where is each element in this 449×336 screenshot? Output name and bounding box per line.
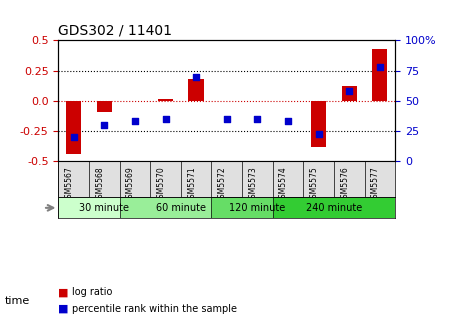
Point (70, 134, 77, 139)
Text: GSM5575: GSM5575 (310, 166, 319, 203)
Point (131, 119, 138, 124)
Bar (189, 79, 204, 101)
Bar (372, 49, 387, 101)
Text: GSM5569: GSM5569 (126, 166, 135, 203)
Text: GSM5567: GSM5567 (65, 166, 74, 203)
Point (315, 132, 322, 137)
Text: GSM5570: GSM5570 (157, 166, 166, 203)
FancyBboxPatch shape (119, 197, 242, 218)
Text: time: time (4, 296, 30, 306)
Text: 240 minute: 240 minute (306, 203, 362, 213)
Bar (342, 86, 357, 101)
Text: GSM5574: GSM5574 (279, 166, 288, 203)
FancyBboxPatch shape (273, 197, 395, 218)
FancyBboxPatch shape (211, 197, 303, 218)
Point (376, 64, 383, 70)
Point (254, 116, 261, 122)
Text: log ratio: log ratio (72, 287, 112, 297)
Point (284, 119, 291, 124)
Point (223, 116, 230, 122)
Bar (66, 101, 81, 154)
Text: GSM5573: GSM5573 (248, 166, 257, 203)
Point (346, 88, 353, 94)
Point (101, 122, 108, 128)
Text: GSM5571: GSM5571 (187, 166, 196, 203)
Text: 30 minute: 30 minute (79, 203, 129, 213)
Text: GSM5572: GSM5572 (218, 166, 227, 203)
Bar (311, 101, 326, 146)
Bar (97, 101, 112, 112)
Text: GDS302 / 11401: GDS302 / 11401 (58, 24, 172, 38)
Bar (158, 99, 173, 101)
Text: ■: ■ (58, 304, 69, 314)
Point (193, 74, 200, 79)
Text: 120 minute: 120 minute (229, 203, 286, 213)
Text: percentile rank within the sample: percentile rank within the sample (72, 304, 237, 314)
Text: ■: ■ (58, 287, 69, 297)
Text: GSM5577: GSM5577 (371, 166, 380, 203)
FancyBboxPatch shape (58, 197, 150, 218)
Text: GSM5568: GSM5568 (95, 166, 104, 203)
Text: GSM5576: GSM5576 (340, 166, 349, 203)
Text: 60 minute: 60 minute (156, 203, 206, 213)
Point (162, 116, 169, 122)
